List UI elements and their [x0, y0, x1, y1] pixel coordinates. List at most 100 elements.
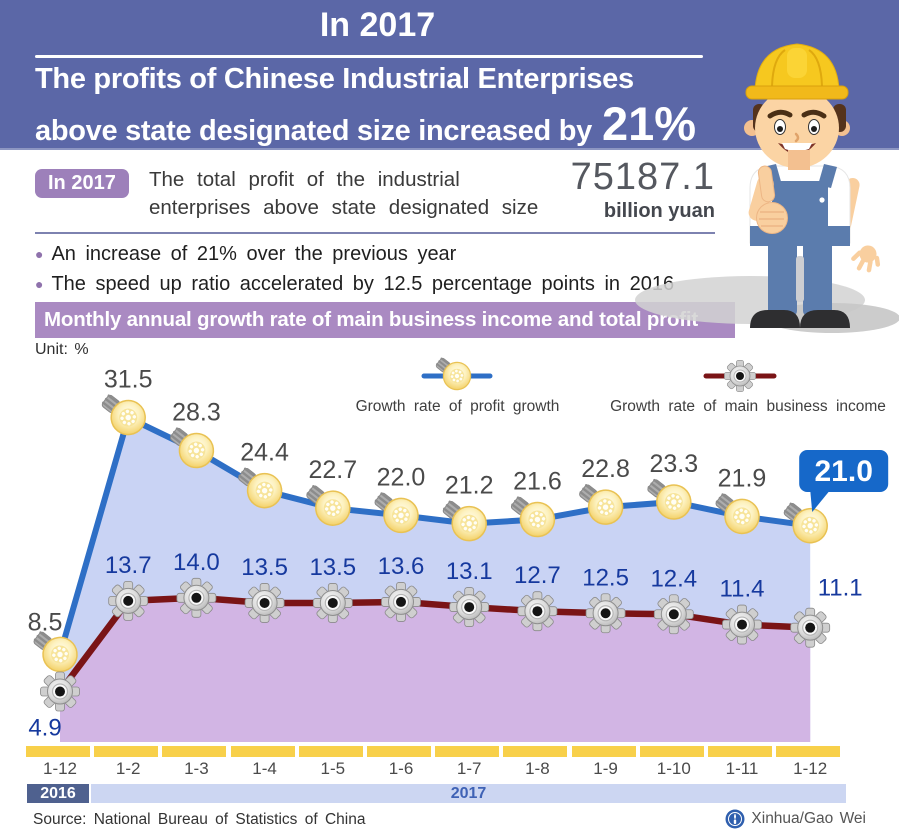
income-value-label: 11.4 [720, 576, 765, 603]
bulb-marker-icon [783, 502, 828, 544]
summary-description-line1: The total profit of the industrial [149, 168, 460, 191]
worker-arm [748, 175, 774, 221]
income-value-label: 13.1 [446, 558, 493, 585]
bulb-marker-icon [579, 484, 624, 525]
bulb-marker-icon [374, 492, 419, 534]
income-value-label: 11.1 [818, 575, 863, 602]
bulb-marker-icon [33, 631, 78, 673]
tool-icon [796, 256, 804, 302]
bullet-dot-icon: ● [35, 246, 44, 262]
total-profit-unit: billion yuan [603, 200, 715, 222]
x-axis-strip-segment [367, 746, 431, 757]
profit-value-label: 22.7 [308, 456, 357, 484]
bulb-marker-icon [238, 467, 283, 509]
headline-line2-text: above state designated size increased by [35, 115, 592, 147]
bullet-dot-icon: ● [35, 276, 44, 292]
credit-text: Xinhua/Gao Wei [751, 810, 866, 827]
gear-marker-icon [312, 583, 353, 623]
bulb-marker-icon [442, 500, 487, 542]
header-banner: In 2017 The profits of Chinese Industria… [0, 0, 899, 150]
headline-highlight: 21% [601, 97, 697, 150]
bulb-marker-icon [510, 496, 556, 538]
headline-line1: The profits of Chinese Industrial Enterp… [35, 63, 634, 95]
profit-value-label: 28.3 [172, 399, 221, 427]
gear-marker-icon [244, 583, 285, 623]
x-axis-label: 1-12 [793, 759, 828, 778]
profit-value-label: 22.8 [581, 455, 630, 483]
x-axis-label: 1-7 [456, 759, 482, 778]
income-area [60, 597, 811, 742]
x-axis-strip-segment [435, 746, 500, 757]
bulb-marker-icon [169, 427, 215, 469]
thumbs-up-fist [756, 202, 788, 234]
profit-value-label: 22.0 [377, 463, 426, 491]
x-axis-label: 1-2 [115, 759, 141, 778]
income-value-label: 13.5 [309, 554, 356, 581]
x-axis-label: 1-12 [42, 759, 78, 778]
legend-gear-icon [724, 360, 756, 392]
worker-shoe [800, 310, 850, 328]
x-axis-strip-segment [26, 746, 90, 757]
gear-marker-icon [449, 587, 490, 627]
gear-marker-icon [585, 593, 626, 634]
x-axis-label: 1-5 [320, 759, 346, 778]
x-axis-label: 1-10 [656, 759, 691, 778]
unit-label: Unit: % [35, 341, 89, 358]
worker-open-hand [851, 245, 881, 273]
worker-leg [803, 238, 832, 316]
gear-marker-icon [517, 591, 558, 632]
profit-value-label: 21.6 [513, 468, 562, 496]
credit-group: Xinhua/Gao Wei [725, 809, 866, 829]
headline-line2: above state designated size increased by… [35, 96, 696, 151]
x-axis-strip-segment [639, 746, 704, 757]
thumbs-up-thumb [757, 165, 776, 203]
income-value-label: 4.9 [28, 715, 61, 742]
summary-description-line2: enterprises above state designated size [149, 196, 539, 219]
x-axis-label: 1-4 [252, 759, 277, 778]
bulb-marker-icon [715, 493, 760, 535]
bulb-marker-icon [101, 394, 146, 436]
income-value-label: 12.5 [582, 564, 629, 591]
bullet-text: The speed up ratio accelerated by 12.5 p… [51, 273, 675, 295]
worker-neck [788, 150, 810, 170]
x-axis-strip-segment [94, 746, 159, 757]
x-axis-strip-segment [162, 746, 227, 757]
profit-value-label: 23.3 [649, 450, 698, 478]
x-axis-strip-segment [571, 746, 636, 757]
x-axis-strip-segment [708, 746, 772, 757]
x-axis-label: 1-3 [184, 759, 209, 778]
legend-label-income: Growth rate of main business income [610, 398, 886, 415]
income-value-label: 12.4 [650, 565, 697, 592]
gear-marker-icon [790, 607, 831, 648]
list-item: ● The speed up ratio accelerated by 12.5… [35, 271, 735, 298]
year-band-2017: 2017 [91, 784, 846, 803]
x-axis-label: 1-9 [593, 759, 618, 778]
in-2017-badge: In 2017 [35, 169, 129, 198]
income-value-label: 14.0 [173, 549, 220, 576]
gear-marker-icon [722, 604, 762, 645]
chart-title-banner: Monthly annual growth rate of main busin… [35, 302, 735, 338]
profit-line [57, 414, 814, 658]
profit-value-label: 21.2 [445, 472, 494, 500]
worker-leg [768, 238, 797, 316]
key-points-list: ● An increase of 21% over the previous y… [35, 241, 735, 301]
total-profit-value: 75187.1 [570, 156, 715, 198]
growth-rate-chart: 8.5 31.5 28.3 24.4 22.7 22.0 21.2 21.6 22.8 23.3 2… [28, 357, 889, 742]
x-axis-strip-segment [230, 746, 295, 757]
callout-value: 21.0 [815, 455, 873, 488]
worker-overalls [772, 181, 828, 233]
callout-tail [810, 490, 831, 512]
income-value-label: 13.7 [105, 552, 152, 579]
profit-value-label: 24.4 [240, 439, 289, 467]
gear-marker-icon [108, 580, 149, 621]
x-axis-strip-segment [776, 746, 841, 757]
x-axis-strip-segment [298, 746, 363, 757]
worker-arm [835, 177, 860, 241]
section-divider [35, 232, 715, 234]
worker-shoe [750, 310, 800, 328]
x-axis-label: 1-11 [725, 759, 759, 778]
summary-description: The total profit of the industrial enter… [149, 166, 569, 222]
profit-value-label: 21.9 [718, 464, 767, 492]
gear-marker-icon [40, 671, 80, 712]
